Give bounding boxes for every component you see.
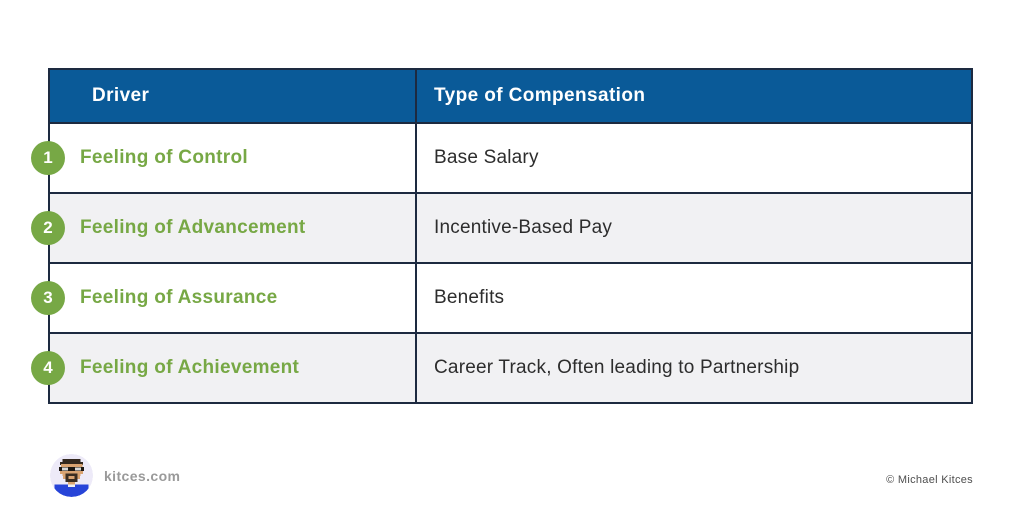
- table-row: 1 Feeling of Control Base Salary: [31, 122, 971, 192]
- row-number-badge: 2: [31, 211, 65, 245]
- copyright-text: © Michael Kitces: [886, 474, 973, 486]
- table-row: 4 Feeling of Achievement Career Track, O…: [31, 332, 971, 402]
- row-number-badge: 1: [31, 141, 65, 175]
- brand-lockup: kitces.com: [50, 454, 180, 497]
- compensation-table: Driver Type of Compensation 1 Feeling of…: [31, 68, 973, 404]
- table-header-row: Driver Type of Compensation: [50, 70, 971, 122]
- driver-label: Feeling of Achievement: [80, 357, 300, 378]
- table-row: 3 Feeling of Assurance Benefits: [31, 262, 971, 332]
- header-driver: Driver: [50, 70, 417, 122]
- driver-label: Feeling of Assurance: [80, 287, 278, 308]
- compensation-value: Benefits: [434, 287, 505, 308]
- compensation-value: Base Salary: [434, 147, 539, 168]
- brand-text: kitces.com: [104, 467, 181, 484]
- kitces-avatar-icon: [50, 454, 93, 497]
- driver-label: Feeling of Advancement: [80, 217, 306, 238]
- row-number-badge: 3: [31, 281, 65, 315]
- header-type-of-compensation: Type of Compensation: [434, 85, 646, 106]
- table-row: 2 Feeling of Advancement Incentive-Based…: [31, 192, 971, 262]
- compensation-value: Incentive-Based Pay: [434, 217, 613, 238]
- compensation-value: Career Track, Often leading to Partnersh…: [434, 357, 800, 378]
- row-number-badge: 4: [31, 351, 65, 385]
- driver-label: Feeling of Control: [80, 147, 248, 168]
